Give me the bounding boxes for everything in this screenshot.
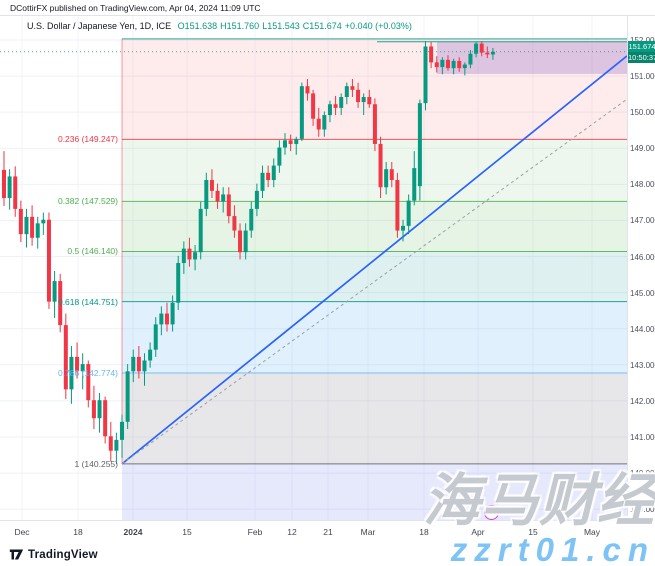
price-axis-label: 152.000 [630,36,655,45]
fib-label-0.786: 0.786 (142.774) [57,367,118,378]
price-axis-label: 148.000 [630,180,655,190]
fib-label-0.618: 0.618 (144.751) [57,296,118,307]
last-price-value: 151.674 [628,40,655,52]
published-bar: DCottirFX published on TradingView.com, … [0,0,655,16]
time-axis-label: 12 [287,527,297,537]
last-price-badge: 151.674 10:50:37 [628,40,655,63]
time-axis-label: 15 [528,527,538,537]
candlestick-plot[interactable] [0,16,627,520]
close-value: C151.674 [302,21,342,31]
fib-label-1: 1 (140.255) [74,458,118,469]
price-axis-label: 141.000 [630,432,655,442]
time-axis-label: 21 [323,527,333,537]
low-value: L151.543 [262,21,300,31]
symbol-title[interactable]: U.S. Dollar / Japanese Yen, 1D, ICE [27,21,172,31]
tradingview-logo-icon [9,549,24,560]
high-value: H151.760 [220,21,260,31]
price-axis-label: 150.000 [630,108,655,118]
tradingview-wordmark: TradingView [28,548,98,561]
price-axis-label: 144.000 [630,324,655,334]
tradingview-logo[interactable]: TradingView [9,547,98,562]
fib-label-0.236: 0.236 (149.247) [57,134,118,145]
fib-label-0.382: 0.382 (147.529) [57,196,118,207]
chart-area[interactable]: U.S. Dollar / Japanese Yen, 1D, ICE O151… [0,16,655,520]
price-axis-label: 140.000 [630,469,655,479]
time-axis-label: 18 [73,527,83,537]
change-value: +0.040 (+0.03%) [344,21,412,31]
open-value: O151.638 [177,21,218,31]
time-axis-label: Apr [471,527,485,537]
time-axis-label: 18 [419,527,429,537]
price-axis-label: 142.000 [630,396,655,406]
bottom-bar: TradingView [0,543,655,566]
bar-countdown: 10:50:37 [628,51,655,63]
fib-label-0.5: 0.5 (146.140) [67,246,118,257]
price-axis-label: 145.000 [630,288,655,298]
time-axis-label: 15 [182,527,192,537]
time-axis[interactable]: Dec 18 2024 15 Feb 12 21 Mar 18 Apr 15 May [0,520,655,544]
price-axis-label: 143.000 [630,360,655,370]
time-axis-label: Feb [247,527,263,537]
time-axis-label: Mar [360,527,376,537]
price-axis-label: 149.000 [630,144,655,154]
time-axis-label: May [583,527,601,537]
price-axis-label: 151.000 [630,72,655,82]
published-text: DCottirFX published on TradingView.com, … [10,3,261,13]
price-axis[interactable]: 151.674 10:50:37 152.000 151.000 150.000 14… [627,16,655,520]
price-axis-label: 147.000 [630,216,655,226]
event-marker-icon[interactable]: ⚡ [484,505,499,520]
ohlc-values: O151.638 H151.760 L151.543 C151.674 +0.040 (… [178,21,415,31]
time-axis-label: Dec [14,527,30,537]
time-axis-label: 2024 [123,527,143,537]
price-axis-label: 139.000 [630,505,655,515]
symbol-legend[interactable]: U.S. Dollar / Japanese Yen, 1D, ICE O151… [27,21,415,31]
price-axis-label: 146.000 [630,252,655,262]
